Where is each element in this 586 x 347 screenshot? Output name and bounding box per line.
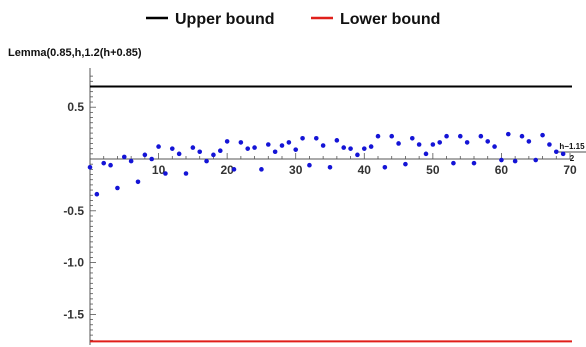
data-point <box>94 191 100 197</box>
data-point <box>444 133 449 139</box>
data-point <box>313 135 319 141</box>
data-point <box>526 139 532 144</box>
data-point <box>245 146 251 151</box>
x-tick-label: 40 <box>358 163 372 177</box>
x-tick-label: 50 <box>426 163 440 177</box>
data-point <box>149 156 155 162</box>
data-points <box>87 131 566 197</box>
data-point <box>320 143 326 148</box>
data-point <box>217 148 223 154</box>
data-point <box>478 133 484 139</box>
data-point <box>142 152 148 158</box>
x-tick-label: 30 <box>289 163 303 177</box>
data-point <box>409 135 415 141</box>
data-point <box>115 185 120 191</box>
data-point <box>368 144 374 149</box>
y-axis-label: Lemma(0.85,h,1.2(h+0.85) <box>8 47 142 59</box>
data-point <box>403 161 408 167</box>
legend-label-upper-bound: Upper bound <box>175 11 275 28</box>
data-point <box>423 151 429 157</box>
y-tick-label: 0.5 <box>67 100 84 114</box>
data-point <box>547 142 552 147</box>
data-point <box>224 139 230 144</box>
data-point <box>451 160 456 166</box>
data-point <box>416 142 422 147</box>
data-point <box>176 151 182 157</box>
data-point <box>238 140 244 145</box>
data-point <box>128 158 134 164</box>
x-tick-label: 60 <box>495 163 509 177</box>
x-tick-label: 70 <box>563 163 577 177</box>
data-point <box>560 151 566 157</box>
data-point <box>396 141 401 146</box>
y-tick-label: -1.0 <box>63 256 84 270</box>
legend: Upper bound Lower bound <box>146 11 440 28</box>
x-tick-label: 20 <box>220 163 234 177</box>
data-point <box>87 164 93 170</box>
data-point <box>190 145 196 150</box>
data-point <box>492 144 497 149</box>
data-point <box>485 139 491 144</box>
data-point <box>334 138 340 143</box>
data-point <box>108 162 113 168</box>
data-point <box>300 135 305 141</box>
data-point <box>293 147 299 152</box>
data-point <box>307 162 312 168</box>
data-point <box>163 171 168 176</box>
data-point <box>197 149 203 155</box>
x-axis-label-denominator: 2 <box>570 154 575 163</box>
data-point <box>471 160 477 166</box>
data-point <box>211 152 216 158</box>
y-tick-label: -0.5 <box>63 204 84 218</box>
data-point <box>382 164 388 170</box>
data-point <box>135 179 141 185</box>
data-point <box>183 171 189 176</box>
axes: 10 20 30 40 50 60 70 0.5 -0.5 -1.0 -1.5 <box>63 68 577 345</box>
data-point <box>361 146 367 151</box>
data-point <box>505 131 511 137</box>
data-point <box>156 144 161 149</box>
data-point <box>252 145 257 150</box>
data-point <box>169 146 175 151</box>
bound-lines <box>90 85 572 343</box>
data-point <box>457 133 463 139</box>
data-point <box>279 143 285 148</box>
data-point <box>327 164 333 170</box>
x-tick-label: 10 <box>152 163 166 177</box>
data-point <box>464 140 470 145</box>
legend-label-lower-bound: Lower bound <box>340 11 440 28</box>
data-point <box>512 158 518 164</box>
data-point <box>499 157 504 163</box>
data-point <box>519 133 525 139</box>
data-point <box>286 140 292 145</box>
y-tick-label: -1.5 <box>63 307 84 321</box>
data-point <box>204 158 209 164</box>
data-point <box>231 167 237 172</box>
data-point <box>430 142 436 147</box>
data-point <box>259 167 264 172</box>
data-point <box>272 149 278 155</box>
data-point <box>121 154 127 160</box>
data-point <box>348 146 353 151</box>
data-point <box>389 133 395 139</box>
data-point <box>265 142 271 147</box>
data-point <box>437 140 443 145</box>
data-point <box>533 157 539 163</box>
data-point <box>375 133 381 139</box>
x-axis-label-numerator: h−1.15 <box>559 142 585 151</box>
data-point <box>540 132 545 138</box>
data-point <box>341 145 347 150</box>
data-point <box>101 160 107 166</box>
data-point <box>355 152 360 158</box>
data-point <box>553 149 559 155</box>
